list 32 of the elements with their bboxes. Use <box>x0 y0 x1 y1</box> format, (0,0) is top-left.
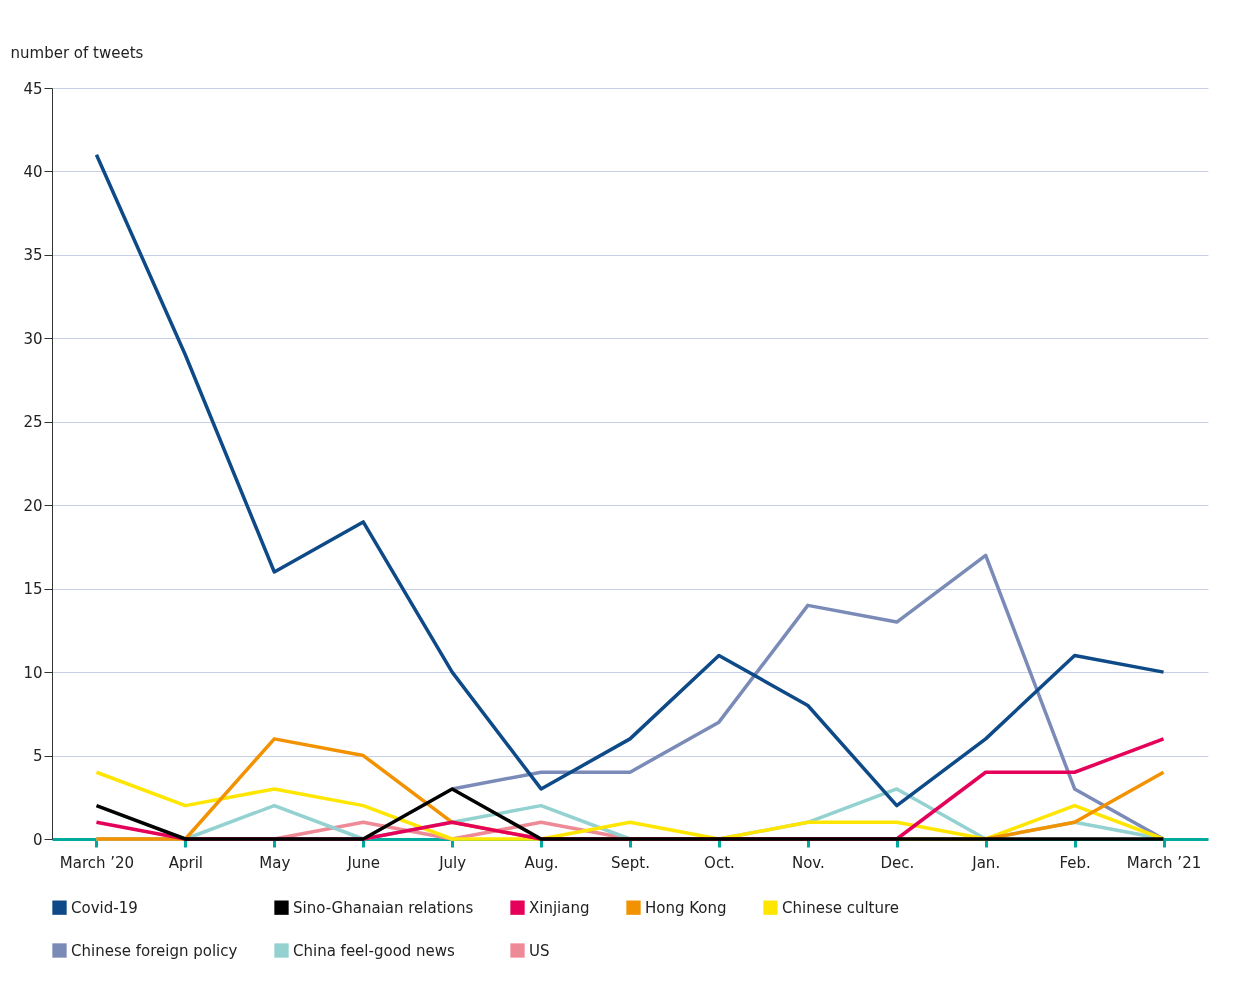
legend-label: Sino-Ghanaian relations <box>293 898 474 917</box>
x-tick-label: July <box>438 853 467 872</box>
x-tick-label: Jan. <box>971 853 1001 872</box>
x-tick-label: Nov. <box>791 853 825 872</box>
y-tick-label: 30 <box>23 329 43 348</box>
y-tick-label: 35 <box>23 246 43 265</box>
x-tick-label: Dec. <box>880 853 915 872</box>
x-tick-label: Oct. <box>704 853 735 872</box>
legend-label: Covid-19 <box>71 898 138 917</box>
x-tick-label: May <box>259 853 291 872</box>
legend-label: Chinese culture <box>782 898 900 917</box>
x-tick-label: June <box>346 853 381 872</box>
y-tick-label: 5 <box>32 747 43 766</box>
legend-label: US <box>529 941 550 960</box>
y-tick-label: 10 <box>23 663 43 682</box>
x-tick-label: Sept. <box>611 853 650 872</box>
y-tick-label: 40 <box>23 162 43 181</box>
x-tick-label: March ’21 <box>1126 853 1202 872</box>
y-tick-label: 15 <box>23 580 43 599</box>
legend-label: Xinjiang <box>529 898 590 917</box>
x-tick-label: March ’20 <box>59 853 135 872</box>
legend-label: Chinese foreign policy <box>71 941 238 960</box>
x-tick-label: Feb. <box>1059 853 1091 872</box>
y-tick-label: 45 <box>23 79 43 98</box>
y-tick-label: 0 <box>32 830 43 849</box>
y-tick-label: 20 <box>23 496 43 515</box>
legend-label: Hong Kong <box>645 898 727 917</box>
y-tick-label: 25 <box>23 413 43 432</box>
x-tick-label: April <box>168 853 204 872</box>
x-tick-label: Aug. <box>524 853 559 872</box>
y-axis-title: number of tweets <box>10 43 144 62</box>
legend-label: China feel-good news <box>293 941 456 960</box>
